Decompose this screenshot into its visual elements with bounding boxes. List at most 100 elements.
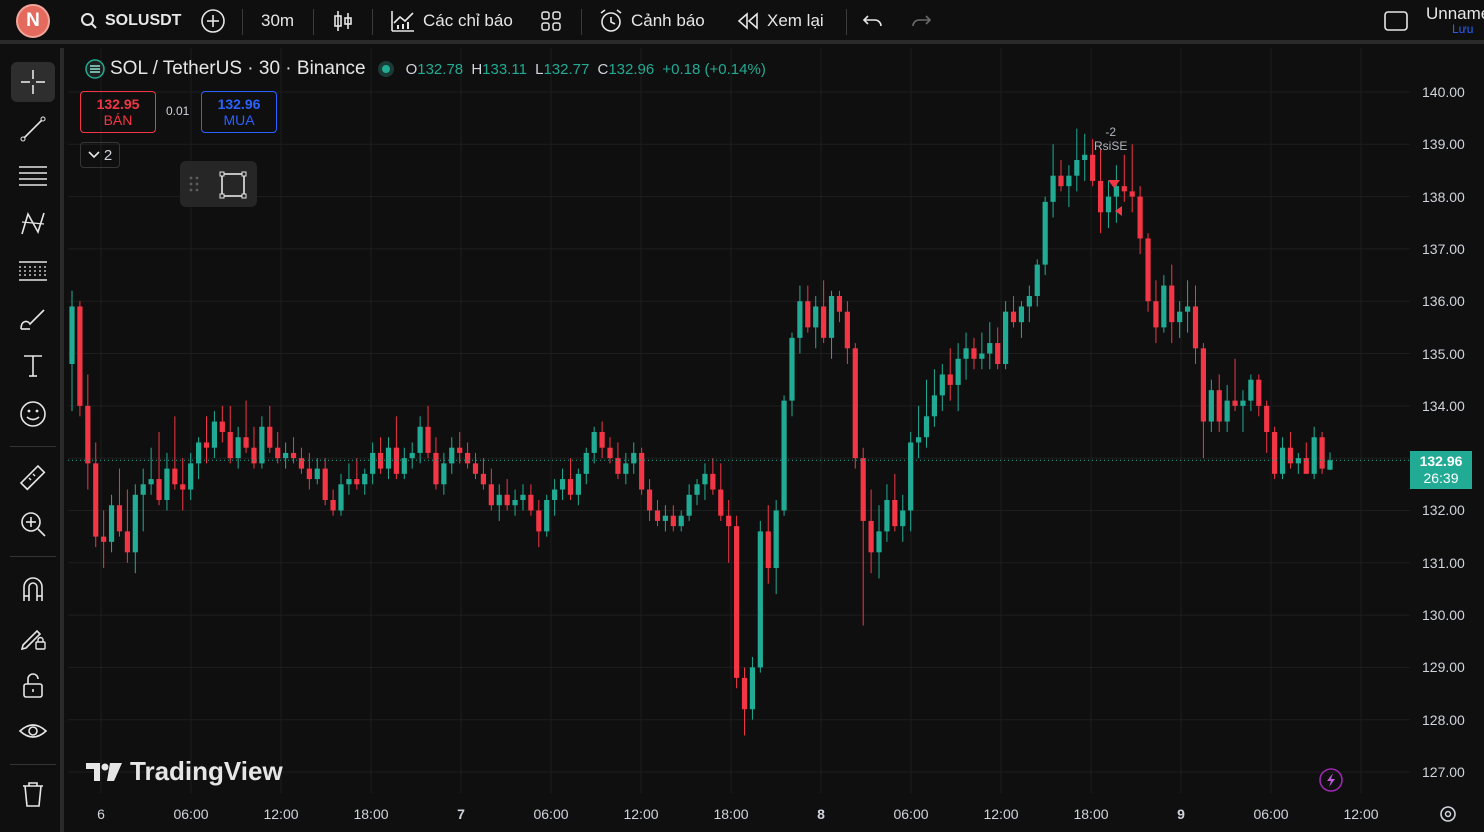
fib-tool[interactable] <box>11 156 55 196</box>
hide-drawings-tool[interactable] <box>11 712 55 752</box>
candle <box>322 458 328 506</box>
lock-drawings-tool[interactable] <box>11 665 55 705</box>
user-avatar[interactable]: N <box>16 4 50 38</box>
indicators-button[interactable]: Các chỉ báo <box>390 0 513 42</box>
pattern-tool[interactable] <box>11 204 55 244</box>
candle-body <box>797 301 803 338</box>
compare-symbol-button[interactable] <box>200 0 226 42</box>
candle-body <box>678 515 684 527</box>
candle-body <box>306 468 312 480</box>
undo-button[interactable] <box>862 0 884 42</box>
drag-handle-icon[interactable] <box>189 175 199 198</box>
candle <box>1240 390 1246 432</box>
candle-body <box>433 452 439 485</box>
candle-body <box>765 531 771 568</box>
trend-line-tool[interactable] <box>11 109 55 149</box>
candle <box>512 489 518 516</box>
candle <box>1018 301 1025 338</box>
market-status-dot[interactable] <box>377 61 394 77</box>
low-key: L <box>535 60 544 78</box>
candle-body <box>670 515 676 527</box>
buy-button[interactable]: 132.96 MUA <box>201 91 277 133</box>
candle-body <box>939 374 945 396</box>
candle <box>298 447 305 474</box>
signal-label: RsiSE <box>1094 139 1128 153</box>
brush-tool[interactable] <box>11 299 55 339</box>
candle <box>172 416 178 490</box>
floating-drawing-toolbar[interactable] <box>180 161 257 207</box>
candle-body <box>69 306 75 364</box>
remove-drawings-tool[interactable] <box>11 774 55 814</box>
candle <box>1248 374 1254 412</box>
signal-annotation[interactable]: -2 RsiSE <box>1094 125 1127 153</box>
tradingview-logo[interactable]: TradingView <box>84 756 283 787</box>
candle <box>156 432 162 506</box>
candle-body <box>1264 405 1270 432</box>
save-link[interactable]: Lưu <box>1452 22 1474 36</box>
crosshair-tool[interactable] <box>11 62 55 102</box>
price-tick-label: 140.00 <box>1422 84 1465 100</box>
candle <box>441 452 447 495</box>
price-chart[interactable] <box>68 48 1484 832</box>
candle <box>567 458 574 500</box>
candle <box>1177 301 1183 338</box>
candle-body <box>1003 311 1009 364</box>
candle-body <box>749 667 756 710</box>
candle-body <box>512 500 518 506</box>
symbol-title[interactable]: SOL / TetherUS · 30 · Binance <box>110 58 366 79</box>
candle-body <box>1184 306 1191 312</box>
candle-body <box>599 432 605 448</box>
rectangle-select-icon[interactable] <box>218 170 248 205</box>
layout-toggle-button[interactable] <box>1383 0 1409 42</box>
candle <box>1074 128 1080 192</box>
text-tool[interactable] <box>11 346 55 386</box>
zoom-in-icon <box>19 510 47 538</box>
signal-value: -2 <box>1105 125 1116 139</box>
candle <box>180 458 186 511</box>
spread-value: 0.01 <box>166 104 190 118</box>
candle <box>876 505 882 579</box>
candle <box>417 416 423 464</box>
candle <box>931 369 938 427</box>
candle-body <box>1105 196 1112 213</box>
top-toolbar: N SOLUSDT 30m Các chỉ báo Cảnh <box>0 0 1484 44</box>
candle <box>646 479 653 521</box>
layout-name-block[interactable]: Unnamed Lưu <box>1426 4 1484 36</box>
measure-tool[interactable] <box>11 458 55 498</box>
indicator-count: 2 <box>103 146 113 164</box>
alert-button[interactable]: Cảnh báo <box>598 0 705 42</box>
emoji-tool[interactable] <box>11 394 55 434</box>
candle-body <box>480 473 487 485</box>
chart-type-button[interactable] <box>332 0 354 42</box>
indicator-collapse-button[interactable]: 2 <box>80 142 120 168</box>
candle <box>85 374 91 490</box>
candle-body <box>156 479 162 500</box>
layouts-button[interactable] <box>540 0 562 42</box>
replay-button[interactable]: Xem lại <box>736 0 824 42</box>
zoom-tool[interactable] <box>11 504 55 544</box>
open-value: 132.78 <box>417 60 464 78</box>
candle <box>108 494 115 553</box>
interval-button[interactable]: 30m <box>261 0 294 42</box>
price-tick-label: 137.00 <box>1422 240 1465 257</box>
time-tick-label: 06:00 <box>893 806 929 822</box>
candle-body <box>892 500 898 527</box>
candle <box>211 411 218 459</box>
tv-logo-icon <box>84 761 124 783</box>
candle-body <box>908 442 914 511</box>
symbol-search-button[interactable]: SOLUSDT <box>80 0 181 42</box>
candle <box>599 421 605 459</box>
projection-tool[interactable] <box>11 251 55 291</box>
close-key: C <box>597 60 609 78</box>
candle <box>1184 280 1191 333</box>
candle <box>726 500 732 563</box>
sell-button[interactable]: 132.95 BÁN <box>80 91 156 133</box>
trash-icon <box>21 780 45 808</box>
redo-button[interactable] <box>910 0 932 42</box>
magnet-tool[interactable] <box>11 569 55 609</box>
candle <box>789 332 795 417</box>
stay-drawing-tool[interactable] <box>11 617 55 657</box>
candle-body <box>607 447 613 459</box>
candle <box>892 473 898 532</box>
candlestick-icon <box>332 9 354 33</box>
